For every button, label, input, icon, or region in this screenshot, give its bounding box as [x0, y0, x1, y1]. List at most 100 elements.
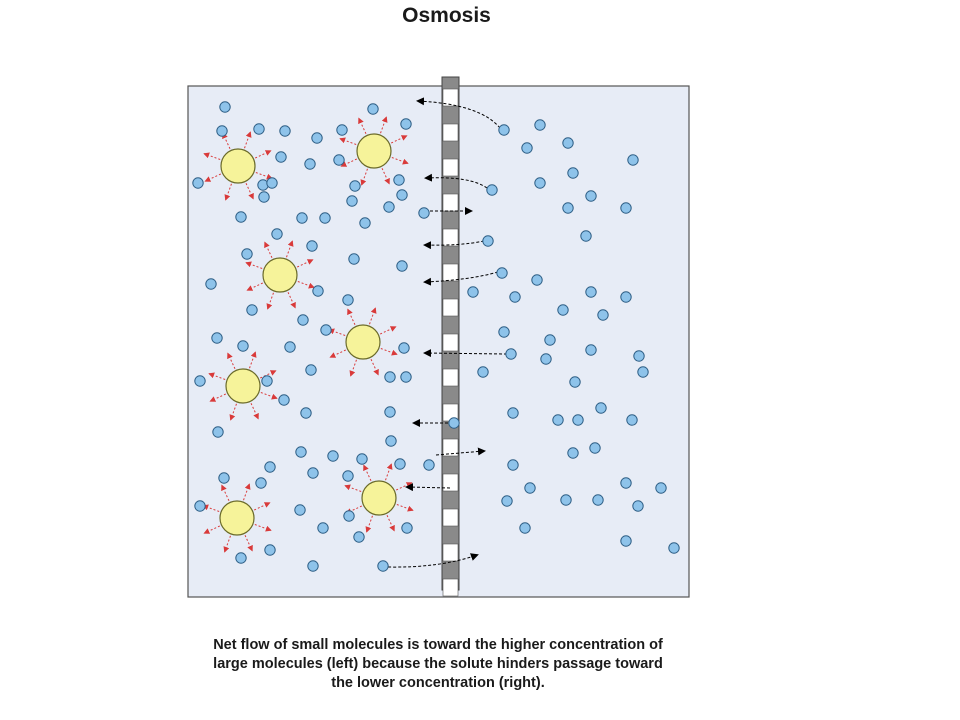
small-molecule-icon: [343, 510, 355, 522]
caption-line-1: Net flow of small molecules is toward th…: [213, 637, 663, 653]
solvation-arrow: [204, 173, 221, 182]
large-molecule-icon: [262, 257, 298, 293]
small-molecule-icon: [264, 544, 276, 556]
solvation-arrow: [203, 152, 221, 160]
small-molecule-icon: [562, 137, 574, 149]
small-molecule-icon: [585, 190, 597, 202]
solvation-arrow: [266, 292, 274, 310]
small-molecule-icon: [336, 124, 348, 136]
flow-arrow: [405, 483, 451, 492]
small-molecule-icon: [620, 291, 632, 303]
small-molecule-icon: [317, 522, 329, 534]
solvation-arrow: [339, 137, 357, 145]
small-molecule-icon: [304, 158, 316, 170]
solvation-arrow: [286, 240, 294, 258]
solvation-arrow: [369, 307, 377, 325]
small-molecule-icon: [212, 426, 224, 438]
solvation-arrow: [360, 168, 368, 186]
membrane-pore: [442, 508, 459, 527]
membrane-pore: [442, 368, 459, 387]
solvation-arrow: [264, 241, 273, 258]
small-molecule-icon: [300, 407, 312, 419]
small-molecule-icon: [423, 459, 435, 471]
small-molecule-icon: [279, 125, 291, 137]
small-molecule-icon: [519, 522, 531, 534]
membrane-pore: [442, 193, 459, 212]
small-molecule-icon: [294, 504, 306, 516]
solvation-arrow: [380, 116, 388, 134]
small-molecule-icon: [597, 309, 609, 321]
small-molecule-icon: [211, 332, 223, 344]
small-molecule-icon: [501, 495, 513, 507]
flow-arrow: [423, 349, 508, 358]
solvation-arrow: [254, 524, 272, 532]
solvation-arrow: [244, 535, 253, 552]
small-molecule-icon: [620, 477, 632, 489]
solvation-arrow: [243, 483, 251, 501]
small-molecule-icon: [305, 364, 317, 376]
small-molecule-icon: [192, 177, 204, 189]
small-molecule-icon: [507, 459, 519, 471]
small-molecule-icon: [498, 326, 510, 338]
solvation-arrow: [246, 282, 263, 291]
small-molecule-icon: [398, 342, 410, 354]
small-molecule-icon: [627, 154, 639, 166]
small-molecule-icon: [401, 522, 413, 534]
solvation-arrow: [254, 502, 271, 511]
small-molecule-icon: [562, 202, 574, 214]
small-molecule-icon: [626, 414, 638, 426]
solvation-arrow: [340, 158, 357, 167]
flow-arrow: [423, 271, 499, 286]
solvation-arrow: [347, 308, 356, 325]
solvation-arrow: [344, 484, 362, 492]
small-molecule-icon: [633, 350, 645, 362]
flow-arrow: [387, 553, 479, 568]
small-molecule-icon: [306, 240, 318, 252]
small-molecule-icon: [307, 467, 319, 479]
solvation-arrow: [203, 525, 220, 534]
solution-container: [187, 85, 690, 598]
small-molecule-icon: [255, 477, 267, 489]
small-molecule-icon: [557, 304, 569, 316]
small-molecule-icon: [295, 446, 307, 458]
small-molecule-icon: [264, 461, 276, 473]
small-molecule-icon: [346, 195, 358, 207]
small-molecule-icon: [394, 458, 406, 470]
small-molecule-icon: [312, 285, 324, 297]
small-molecule-icon: [589, 442, 601, 454]
small-molecule-icon: [296, 212, 308, 224]
small-molecule-icon: [219, 101, 231, 113]
small-molecule-icon: [637, 366, 649, 378]
small-molecule-icon: [507, 407, 519, 419]
small-molecule-icon: [521, 142, 533, 154]
flow-arrow: [416, 97, 501, 129]
small-molecule-icon: [620, 202, 632, 214]
small-molecule-icon: [261, 375, 273, 387]
small-molecule-icon: [572, 414, 584, 426]
solvation-arrows: [202, 116, 414, 553]
small-molecule-icon: [367, 103, 379, 115]
small-molecule-icon: [496, 267, 508, 279]
small-molecule-icon: [385, 435, 397, 447]
small-molecule-icon: [216, 125, 228, 137]
small-molecule-icon: [383, 201, 395, 213]
membrane-pore: [442, 158, 459, 177]
flow-arrow: [435, 447, 486, 456]
small-molecule-icon: [668, 542, 680, 554]
solvation-arrow: [391, 157, 409, 165]
small-molecule-icon: [534, 177, 546, 189]
small-molecule-icon: [278, 394, 290, 406]
solvation-arrow: [208, 372, 226, 380]
small-molecule-icon: [632, 500, 644, 512]
small-molecule-icon: [284, 341, 296, 353]
small-molecule-icon: [342, 294, 354, 306]
solvation-arrow: [260, 370, 277, 379]
small-molecule-icon: [297, 314, 309, 326]
membrane-pore: [442, 543, 459, 562]
small-molecule-icon: [592, 494, 604, 506]
membrane-pore: [442, 438, 459, 457]
solvation-arrow: [223, 535, 231, 553]
solvation-arrow: [380, 326, 397, 335]
solvation-arrow: [244, 131, 252, 149]
membrane-pore: [442, 228, 459, 247]
